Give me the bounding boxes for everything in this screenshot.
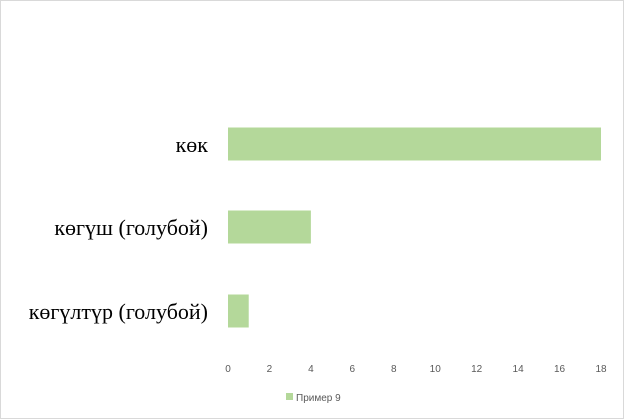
legend-swatch [286,393,293,400]
bar-1 [228,210,311,244]
x-tick-label-6: 12 [471,364,483,375]
x-tick-label-7: 14 [513,364,525,375]
bar-0 [228,127,601,161]
category-label-2: көгүлтүр (голубой) [29,299,208,324]
x-tick-label-1: 2 [267,364,273,375]
x-tick-label-4: 8 [391,364,397,375]
x-tick-label-0: 0 [225,364,231,375]
x-tick-label-9: 18 [595,364,607,375]
x-tick-label-2: 4 [308,364,314,375]
legend: Пример 9 [286,393,341,404]
category-label-0: көк [176,132,209,157]
bars-group [228,127,601,328]
category-labels: көк көгүш (голубой) көгүлтүр (голубой) [29,132,209,324]
x-tick-label-5: 10 [430,364,442,375]
x-axis-ticks: 0 2 4 6 8 10 12 14 16 18 [225,364,607,375]
bar-2 [228,294,249,328]
x-tick-label-3: 6 [350,364,356,375]
x-tick-label-8: 16 [554,364,566,375]
legend-label: Пример 9 [296,393,341,404]
category-label-1: көгүш (голубой) [54,215,208,240]
